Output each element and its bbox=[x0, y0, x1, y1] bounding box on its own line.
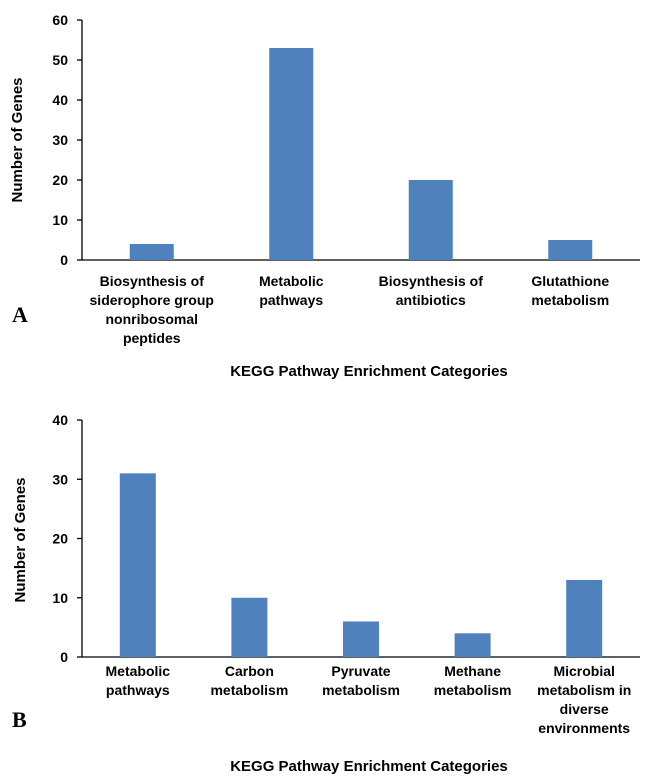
x-category-label: Carbon metabolism bbox=[210, 663, 288, 698]
bar bbox=[120, 473, 156, 657]
x-category-label-line: Pyruvate bbox=[331, 663, 390, 679]
x-category-label: Glutathione metabolism bbox=[531, 273, 609, 308]
y-tick-label: 20 bbox=[52, 531, 68, 547]
x-category-label-line: Biosynthesis of bbox=[379, 273, 484, 289]
bar bbox=[343, 621, 379, 657]
y-axis-title: Number of Genes bbox=[9, 77, 26, 202]
x-category-label-line: peptides bbox=[123, 330, 181, 346]
y-tick-label: 20 bbox=[52, 172, 68, 188]
y-tick-label: 10 bbox=[52, 590, 68, 606]
y-tick-label: 30 bbox=[52, 132, 68, 148]
x-category-label-line: environments bbox=[538, 720, 630, 736]
x-category-label-line: metabolism in bbox=[537, 682, 631, 698]
bar bbox=[548, 240, 592, 260]
y-tick-label: 0 bbox=[60, 649, 68, 665]
x-category-label-line: Methane bbox=[444, 663, 501, 679]
x-category-label-line: Biosynthesis of bbox=[100, 273, 205, 289]
x-axis-title: KEGG Pathway Enrichment Categories bbox=[230, 758, 508, 775]
x-category-label: Metabolic pathways bbox=[106, 663, 171, 698]
panel-label: B bbox=[12, 707, 27, 732]
y-tick-label: 40 bbox=[52, 412, 68, 428]
y-tick-label: 30 bbox=[52, 471, 68, 487]
bar bbox=[130, 244, 174, 260]
bar bbox=[455, 633, 491, 657]
chart-panel-b: 0 10 20 30 40 Metabolic pathways Carbon metaboli… bbox=[12, 412, 640, 775]
y-tick-label: 0 bbox=[60, 252, 68, 268]
x-axis-title: KEGG Pathway Enrichment Categories bbox=[230, 363, 508, 380]
x-category-label-line: Glutathione bbox=[531, 273, 609, 289]
y-tick-label: 10 bbox=[52, 212, 68, 228]
x-category-label-line: metabolism bbox=[434, 682, 512, 698]
x-category-label-line: Metabolic bbox=[106, 663, 171, 679]
x-category-label-line: nonribosomal bbox=[105, 311, 198, 327]
x-category-label-line: Metabolic bbox=[259, 273, 324, 289]
x-category-label-line: metabolism bbox=[322, 682, 400, 698]
x-category-label-line: antibiotics bbox=[396, 292, 466, 308]
bar bbox=[409, 180, 453, 260]
x-category-label: Biosynthesis of siderophore group nonribos… bbox=[90, 273, 214, 346]
chart-panel-a: 0 10 20 30 40 50 60 Biosynthesis of siderophore … bbox=[9, 12, 640, 380]
y-tick-label: 40 bbox=[52, 92, 68, 108]
x-category-label: Microbial metabolism in diverse environment… bbox=[537, 663, 631, 736]
x-category-label-line: Microbial bbox=[553, 663, 614, 679]
x-category-label: Methane metabolism bbox=[434, 663, 512, 698]
x-category-label-line: Carbon bbox=[225, 663, 274, 679]
x-category-label: Metabolic pathways bbox=[259, 273, 324, 308]
y-tick-label: 50 bbox=[52, 52, 68, 68]
panel-label: A bbox=[12, 302, 28, 327]
x-category-label-line: pathways bbox=[259, 292, 323, 308]
x-category-label-line: metabolism bbox=[531, 292, 609, 308]
x-category-label-line: siderophore group bbox=[90, 292, 214, 308]
bar bbox=[231, 598, 267, 657]
bar bbox=[269, 48, 313, 260]
x-category-label-line: pathways bbox=[106, 682, 170, 698]
y-tick-label: 60 bbox=[52, 12, 68, 28]
bar bbox=[566, 580, 602, 657]
x-category-label-line: metabolism bbox=[210, 682, 288, 698]
x-category-label-line: diverse bbox=[560, 701, 609, 717]
y-axis-title: Number of Genes bbox=[12, 477, 29, 602]
x-category-label: Biosynthesis of antibiotics bbox=[379, 273, 484, 308]
x-category-label: Pyruvate metabolism bbox=[322, 663, 400, 698]
